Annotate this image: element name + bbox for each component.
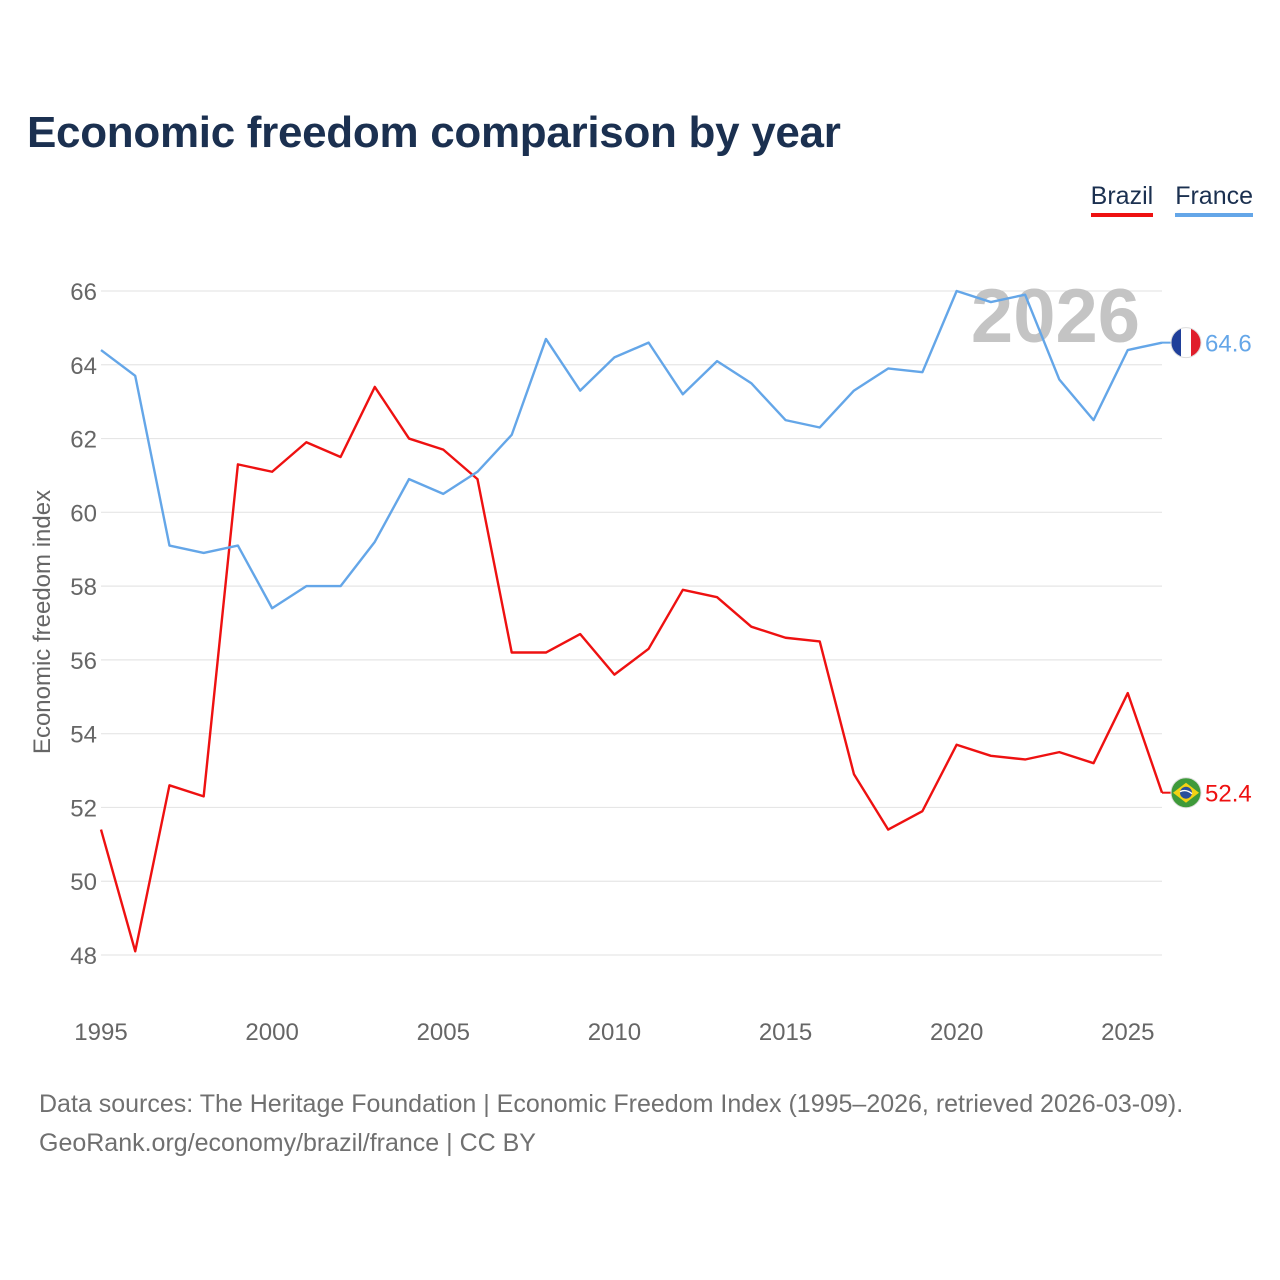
y-tick-label: 56 [70, 648, 97, 675]
x-tick-label: 2020 [930, 1019, 983, 1046]
x-tick-label: 2010 [588, 1019, 641, 1046]
y-tick-label: 66 [70, 279, 97, 306]
series-line-france[interactable] [100, 289, 1163, 610]
end-value-label-france: 64.6 [1205, 331, 1252, 358]
x-tick-label: 2015 [759, 1019, 812, 1046]
y-axis-label: Economic freedom index [29, 490, 56, 754]
y-tick-label: 52 [70, 795, 97, 822]
y-tick-label: 50 [70, 869, 97, 896]
grid-layer [101, 290, 1162, 956]
y-tick-label: 48 [70, 943, 97, 970]
france-flag-icon [1170, 327, 1202, 359]
series-layer [99, 289, 1164, 953]
y-tick-label: 62 [70, 427, 97, 454]
y-tick-label: 54 [70, 722, 97, 749]
y-tick-label: 60 [70, 500, 97, 527]
legend: Brazil France [1090, 182, 1253, 217]
y-axis: 48 50 52 54 56 58 60 62 64 66 [70, 279, 97, 970]
line-chart: 2026 48 50 52 54 56 58 60 62 64 66 1995 2000 2005 20… [29, 274, 1252, 1046]
chart-title: Economic freedom comparison by year [27, 108, 841, 157]
legend-france[interactable]: France [1175, 182, 1253, 217]
y-tick-label: 58 [70, 574, 97, 601]
x-tick-label: 1995 [74, 1019, 127, 1046]
year-watermark: 2026 [971, 274, 1140, 359]
footer: Data sources: The Heritage Foundation | … [39, 1085, 1183, 1163]
x-tick-label: 2005 [417, 1019, 470, 1046]
footer-credit[interactable]: GeoRank.org/economy/brazil/france | CC B… [39, 1129, 536, 1157]
y-tick-label: 64 [70, 353, 97, 380]
end-value-label-brazil: 52.4 [1205, 781, 1252, 808]
brazil-flag-icon [1170, 777, 1202, 809]
legend-brazil[interactable]: Brazil [1090, 182, 1154, 217]
series-line-brazil[interactable] [99, 385, 1164, 953]
x-axis: 1995 2000 2005 2010 2015 2020 2025 [74, 1019, 1154, 1046]
x-tick-label: 2000 [245, 1019, 298, 1046]
end-labels: 52.4 64.6 [1162, 327, 1252, 809]
footer-sources: Data sources: The Heritage Foundation | … [39, 1090, 1184, 1118]
x-tick-label: 2025 [1101, 1019, 1154, 1046]
